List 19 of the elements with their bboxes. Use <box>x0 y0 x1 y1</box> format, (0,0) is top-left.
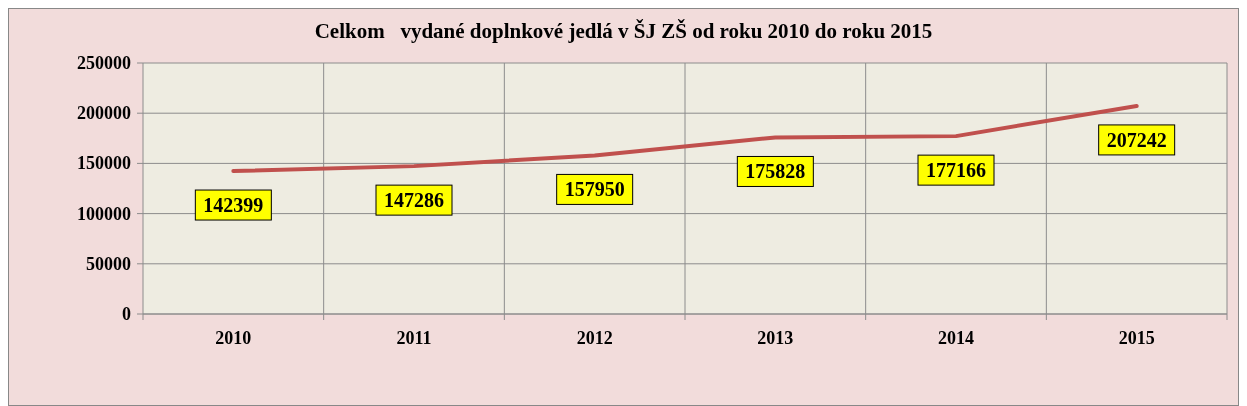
x-tick-label: 2011 <box>396 328 432 348</box>
y-tick-label: 250000 <box>77 53 131 73</box>
data-label: 147286 <box>384 189 444 212</box>
y-tick-label: 50000 <box>86 253 131 274</box>
data-label: 142399 <box>203 194 264 217</box>
y-tick-label: 150000 <box>77 153 131 174</box>
x-tick-label: 2015 <box>1118 328 1155 348</box>
x-tick-label: 2012 <box>576 328 613 348</box>
y-tick-label: 0 <box>122 304 131 324</box>
data-label: 175828 <box>745 160 806 183</box>
y-tick-label: 200000 <box>77 103 131 124</box>
chart-title: Celkom vydané doplnkové jedlá v ŠJ ZŠ od roku 2010 do roku 2015 <box>314 19 933 43</box>
data-label: 207242 <box>1106 128 1167 151</box>
x-tick-label: 2010 <box>215 328 252 348</box>
x-tick-label: 2013 <box>757 328 794 348</box>
x-tick-label: 2014 <box>938 328 974 348</box>
data-label: 177166 <box>926 159 986 182</box>
data-label: 157950 <box>564 178 625 201</box>
y-tick-label: 100000 <box>77 203 131 224</box>
